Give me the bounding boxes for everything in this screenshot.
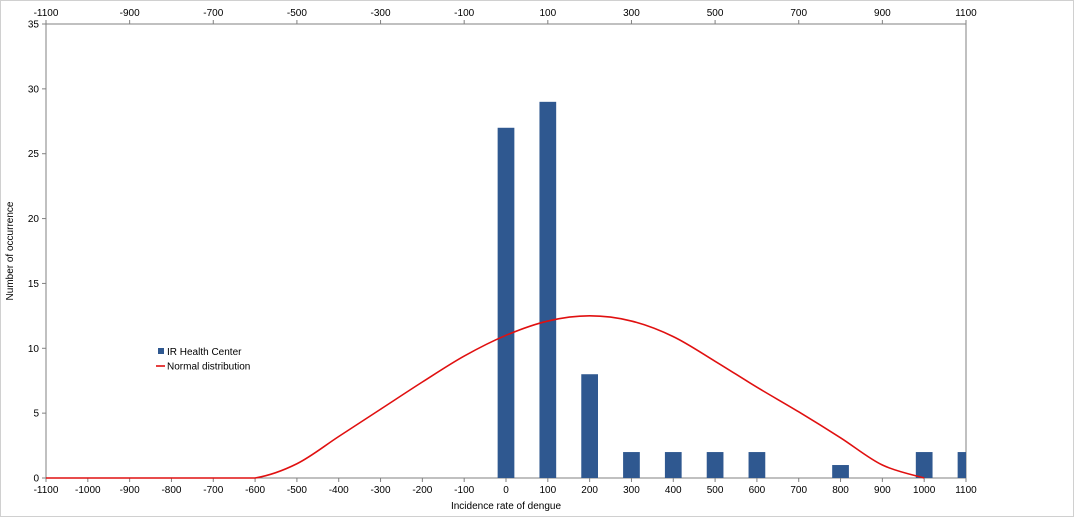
x-tick-label-top: 900 xyxy=(874,8,891,19)
x-axis-title: Incidence rate of dengue xyxy=(451,501,562,512)
y-tick-label: 35 xyxy=(28,20,40,31)
y-tick-label: 0 xyxy=(33,474,39,485)
histogram-bar xyxy=(623,452,640,478)
x-tick-label-top: 500 xyxy=(707,8,724,19)
histogram-bar xyxy=(915,452,933,478)
y-tick-label: 15 xyxy=(28,279,40,290)
legend-bar-label: IR Health Center xyxy=(167,347,242,358)
x-tick-label-bottom: 1000 xyxy=(913,485,936,496)
x-ticks-bottom-group: -1100 -1000 -900 -800 -700 -600 -500 -400 -300 -2… xyxy=(34,478,977,496)
x-tick-label-top: 100 xyxy=(539,8,556,19)
x-tick-label-top: 1100 xyxy=(955,8,977,19)
x-tick-label-bottom: -900 xyxy=(120,485,140,496)
x-tick-label-bottom: 1100 xyxy=(955,485,977,496)
histogram-bar xyxy=(497,127,515,479)
x-tick-label-bottom: 700 xyxy=(790,485,807,496)
y-tick-label: 20 xyxy=(28,214,40,225)
x-tick-label-bottom: 900 xyxy=(874,485,891,496)
x-tick-label-bottom: -1000 xyxy=(75,485,101,496)
y-tick-label: 10 xyxy=(28,344,40,355)
x-tick-label-bottom: -300 xyxy=(371,485,391,496)
histogram-bar xyxy=(832,465,849,478)
x-tick-label-bottom: -800 xyxy=(161,485,181,496)
y-axis-title: Number of occurrence xyxy=(5,201,16,300)
x-tick-label-bottom: 600 xyxy=(749,485,766,496)
x-tick-label-top: 700 xyxy=(790,8,807,19)
normal-distribution-line xyxy=(46,315,925,479)
x-tick-label-bottom: 100 xyxy=(539,485,556,496)
bars-group xyxy=(497,101,966,479)
x-tick-label-bottom: -200 xyxy=(412,485,432,496)
x-tick-label-bottom: 300 xyxy=(623,485,640,496)
x-tick-label-top: -700 xyxy=(203,8,223,19)
legend-bar-swatch xyxy=(158,348,164,354)
x-tick-label-top: -900 xyxy=(120,8,140,19)
x-tick-label-bottom: -700 xyxy=(203,485,223,496)
x-tick-label-top: -1100 xyxy=(34,8,59,19)
x-tick-label-top: -300 xyxy=(371,8,391,19)
x-tick-label-bottom: 500 xyxy=(707,485,724,496)
x-tick-label-top: -500 xyxy=(287,8,307,19)
histogram-bar xyxy=(581,374,598,478)
x-tick-label-bottom: -100 xyxy=(454,485,474,496)
x-tick-label-bottom: 800 xyxy=(832,485,849,496)
y-tick-label: 30 xyxy=(28,84,40,95)
x-tick-label-bottom: -1100 xyxy=(34,485,59,496)
histogram-bar xyxy=(706,452,724,478)
x-tick-label-top: 300 xyxy=(623,8,640,19)
x-tick-label-bottom: 400 xyxy=(665,485,682,496)
histogram-bar xyxy=(748,452,766,478)
x-tick-label-bottom: -400 xyxy=(329,485,349,496)
x-tick-label-bottom: 200 xyxy=(581,485,598,496)
x-ticks-top-group: -1100 -900 -700 -500 -300 -100 100 300 500 700 900… xyxy=(34,8,977,24)
legend-line-label: Normal distribution xyxy=(167,362,250,373)
x-tick-label-bottom: -500 xyxy=(287,485,307,496)
y-ticks-group: 0 5 10 15 20 25 30 35 xyxy=(28,20,46,485)
y-tick-label: 25 xyxy=(28,149,40,160)
legend: IR Health Center Normal distribution xyxy=(156,347,250,373)
x-tick-label-top: -100 xyxy=(454,8,474,19)
histogram-bar xyxy=(539,101,557,478)
y-tick-label: 5 xyxy=(33,409,39,420)
histogram-bar xyxy=(957,452,966,478)
x-tick-label-bottom: -600 xyxy=(245,485,265,496)
x-tick-label-bottom: 0 xyxy=(503,485,509,496)
histogram-bar xyxy=(664,452,682,478)
